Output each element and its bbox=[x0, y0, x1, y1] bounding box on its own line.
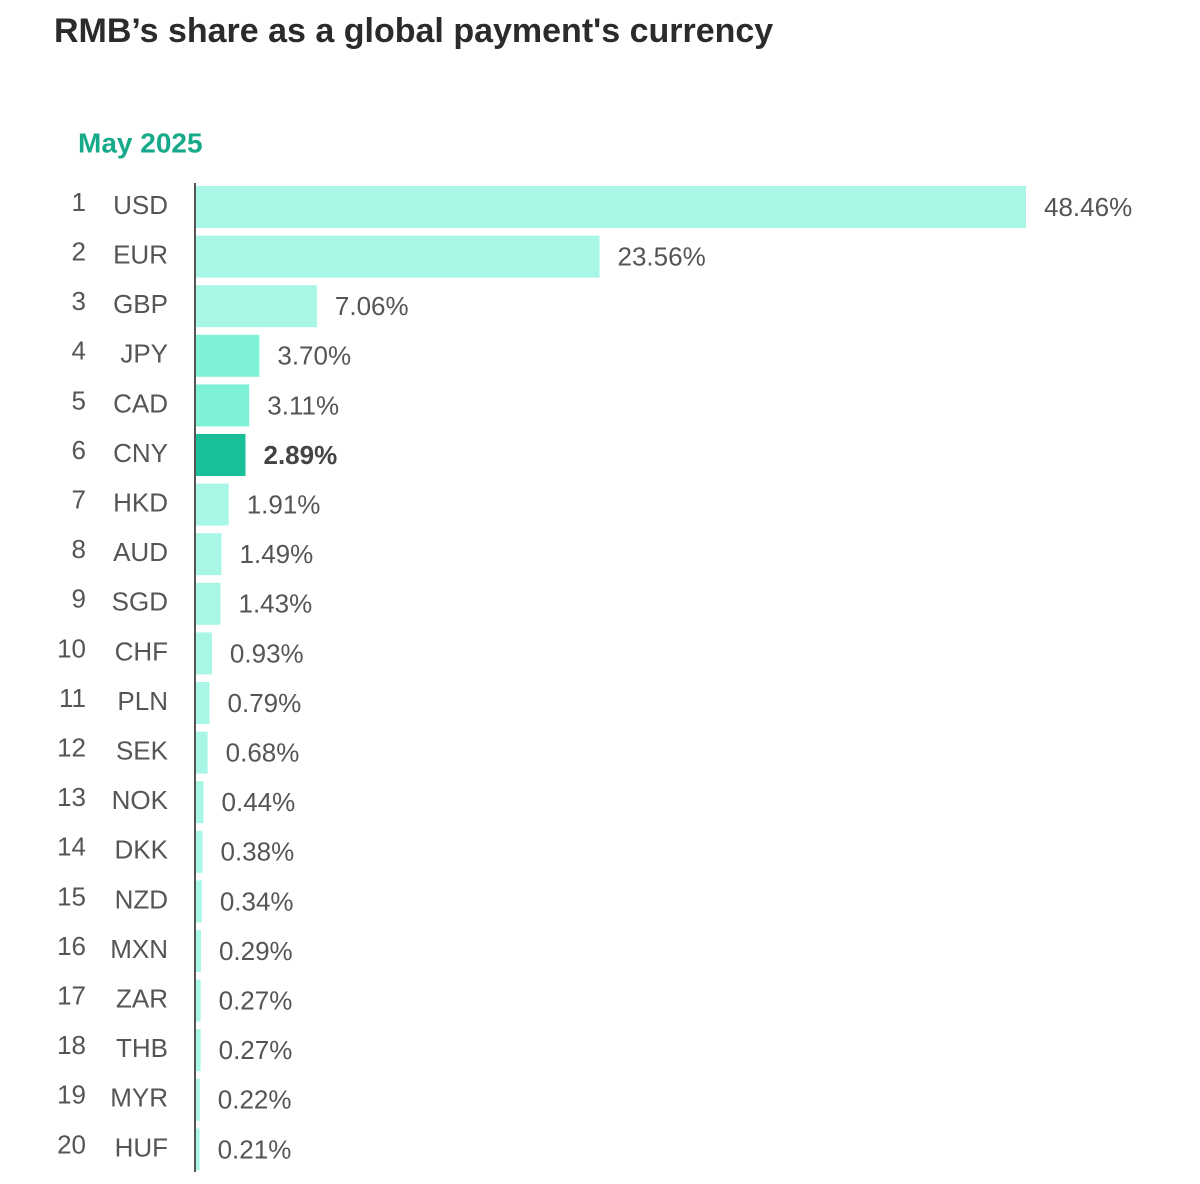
rank-label: 7 bbox=[72, 484, 86, 514]
rank-label: 16 bbox=[57, 931, 86, 961]
category-label: SGD bbox=[112, 587, 168, 617]
rank-label: 1 bbox=[72, 187, 86, 217]
value-label: 48.46% bbox=[1044, 192, 1132, 222]
value-label: 0.29% bbox=[219, 936, 293, 966]
category-label: MYR bbox=[110, 1083, 168, 1113]
bar bbox=[196, 235, 600, 278]
rank-label: 20 bbox=[57, 1129, 86, 1159]
bar bbox=[196, 533, 222, 576]
category-label: DKK bbox=[115, 835, 169, 865]
category-label: ZAR bbox=[116, 983, 168, 1013]
value-label: 1.49% bbox=[240, 539, 314, 569]
rank-label: 6 bbox=[72, 435, 86, 465]
bar bbox=[196, 186, 1026, 228]
category-label: AUD bbox=[113, 537, 168, 567]
category-label: NZD bbox=[115, 884, 168, 914]
value-label: 1.43% bbox=[238, 589, 312, 619]
value-label: 2.89% bbox=[263, 440, 337, 470]
rank-label: 8 bbox=[72, 534, 86, 564]
category-label: JPY bbox=[120, 339, 168, 369]
rank-label: 18 bbox=[57, 1030, 86, 1060]
bar bbox=[196, 830, 203, 873]
value-label: 0.34% bbox=[220, 886, 294, 916]
value-label: 7.06% bbox=[335, 291, 409, 321]
value-label: 0.27% bbox=[219, 985, 293, 1015]
bar bbox=[196, 979, 201, 1022]
bar bbox=[196, 930, 201, 972]
value-label: 0.38% bbox=[221, 837, 295, 867]
rank-label: 12 bbox=[57, 732, 86, 762]
category-label: MXN bbox=[110, 934, 168, 964]
bar bbox=[196, 632, 212, 675]
bar bbox=[196, 731, 208, 774]
chart-title: RMB’s share as a global payment's curren… bbox=[54, 12, 773, 50]
bar bbox=[196, 285, 317, 328]
category-label: PLN bbox=[117, 686, 168, 716]
bar bbox=[196, 880, 202, 923]
value-label: 0.22% bbox=[218, 1085, 292, 1115]
rank-label: 11 bbox=[59, 683, 86, 713]
bar bbox=[196, 582, 221, 625]
category-label: USD bbox=[113, 190, 168, 220]
category-label: HKD bbox=[113, 487, 168, 517]
value-label: 0.21% bbox=[218, 1134, 292, 1164]
bar bbox=[196, 682, 210, 724]
bar bbox=[196, 1128, 200, 1171]
bar bbox=[196, 384, 250, 427]
bar bbox=[196, 1078, 200, 1121]
category-label: GBP bbox=[113, 289, 168, 319]
category-label: EUR bbox=[113, 239, 168, 269]
rank-label: 3 bbox=[72, 286, 86, 316]
category-label: CAD bbox=[113, 388, 168, 418]
value-label: 0.93% bbox=[230, 638, 304, 668]
value-label: 3.11% bbox=[267, 390, 339, 420]
value-label: 0.79% bbox=[228, 688, 302, 718]
rank-label: 5 bbox=[72, 385, 86, 415]
category-label: CNY bbox=[113, 438, 168, 468]
value-label: 0.44% bbox=[222, 787, 296, 817]
value-label: 0.27% bbox=[219, 1035, 293, 1065]
category-label: SEK bbox=[116, 735, 169, 765]
category-label: HUF bbox=[115, 1132, 168, 1162]
value-label: 0.68% bbox=[226, 737, 300, 767]
bar bbox=[196, 483, 229, 526]
category-label: CHF bbox=[115, 636, 168, 666]
rank-label: 2 bbox=[72, 236, 86, 266]
rank-label: 9 bbox=[72, 584, 86, 614]
value-label: 23.56% bbox=[618, 241, 706, 271]
rank-label: 13 bbox=[57, 782, 86, 812]
bar bbox=[196, 1029, 201, 1072]
chart-subtitle: May 2025 bbox=[78, 127, 203, 158]
rank-label: 17 bbox=[57, 980, 86, 1010]
rank-label: 15 bbox=[57, 881, 86, 911]
bar bbox=[196, 781, 204, 824]
value-label: 3.70% bbox=[277, 341, 351, 371]
bar bbox=[196, 434, 246, 476]
rank-label: 19 bbox=[57, 1080, 86, 1110]
rank-label: 10 bbox=[57, 633, 86, 663]
rank-label: 14 bbox=[57, 832, 86, 862]
category-label: NOK bbox=[112, 785, 169, 815]
bar bbox=[196, 334, 260, 377]
value-label: 1.91% bbox=[247, 489, 321, 519]
rank-label: 4 bbox=[72, 336, 86, 366]
category-label: THB bbox=[116, 1033, 168, 1063]
